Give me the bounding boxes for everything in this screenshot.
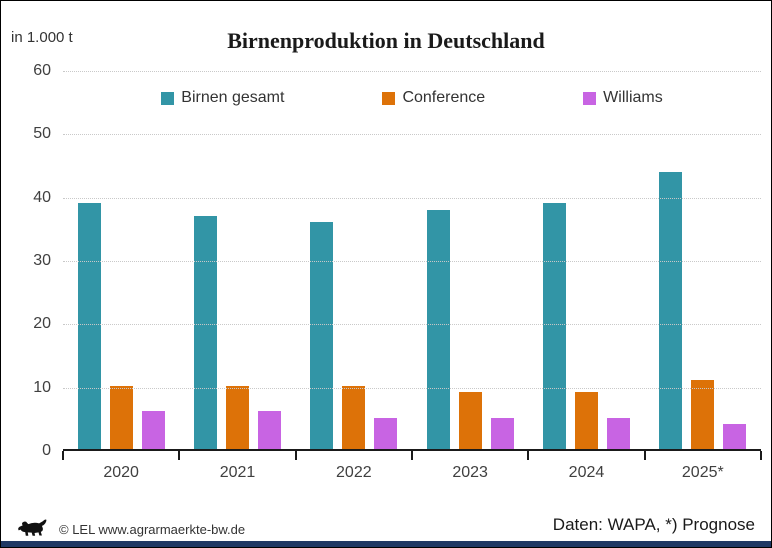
y-tick-label-10: 10 xyxy=(33,378,51,396)
x-tick-label-2024: 2024 xyxy=(568,464,605,481)
legend-label: Williams xyxy=(603,89,663,106)
data-source-text: Daten: WAPA, *) Prognose xyxy=(552,515,755,534)
bar-birnen-gesamt-2022 xyxy=(310,222,334,449)
x-tick-label-2020: 2020 xyxy=(103,464,139,481)
legend: Birnen gesamt Conference Williams xyxy=(63,89,761,107)
gridline-40 xyxy=(63,197,761,199)
bar-conference-2020 xyxy=(109,386,133,449)
legend-item-williams: Williams xyxy=(583,89,663,107)
x-tick-label-2022: 2022 xyxy=(336,464,372,481)
x-axis-tick xyxy=(411,451,413,460)
legend-label: Conference xyxy=(402,89,486,106)
legend-swatch-williams xyxy=(583,91,597,105)
copyright-text: © LEL www.agrarmaerkte-bw.de xyxy=(59,521,246,537)
bar-williams-2020 xyxy=(141,411,165,449)
legend-swatch-birnen-gesamt xyxy=(161,91,175,105)
bar-williams-2025 xyxy=(723,423,747,449)
bar-group-2020 xyxy=(63,71,179,449)
y-tick-label-50: 50 xyxy=(33,125,51,143)
bar-williams-2021 xyxy=(257,411,281,449)
chart-title: Birnenproduktion in Deutschland xyxy=(227,28,545,53)
bar-conference-2021 xyxy=(225,386,249,449)
bar-conference-2022 xyxy=(342,386,366,449)
bar-conference-2023 xyxy=(458,392,482,449)
legend-item-birnen-gesamt: Birnen gesamt xyxy=(161,89,284,107)
x-axis-labels: 2020 2021 2022 2023 2024 2025* xyxy=(63,464,761,482)
x-axis-tick xyxy=(178,451,181,460)
bar-birnen-gesamt-2023 xyxy=(426,209,450,449)
gridline-20 xyxy=(63,324,761,326)
gridline-50 xyxy=(63,134,761,136)
bar-williams-2024 xyxy=(606,417,630,449)
legend-swatch-conference xyxy=(382,91,396,105)
y-tick-label-30: 30 xyxy=(33,252,51,269)
bar-birnen-gesamt-2020 xyxy=(77,203,101,449)
x-axis-tick xyxy=(643,451,646,460)
plot-area xyxy=(63,71,761,451)
gridline-60 xyxy=(63,71,761,72)
bar-birnen-gesamt-2024 xyxy=(542,203,566,449)
gridline-10 xyxy=(63,387,761,389)
bar-williams-2022 xyxy=(374,417,398,449)
bar-group-2022 xyxy=(296,71,412,449)
bar-conference-2025 xyxy=(691,379,715,449)
bar-birnen-gesamt-2025 xyxy=(659,171,683,449)
gridline-30 xyxy=(63,261,761,262)
x-tick-label-2025: 2025* xyxy=(681,464,724,481)
baden-wuerttemberg-lion-icon xyxy=(17,519,51,539)
x-tick-label-2021: 2021 xyxy=(219,464,256,481)
bar-conference-2024 xyxy=(574,392,598,449)
bar-williams-2023 xyxy=(490,417,514,449)
bar-birnen-gesamt-2021 xyxy=(193,215,217,449)
y-tick-label-20: 20 xyxy=(33,315,51,333)
bar-group-2023 xyxy=(412,71,528,449)
y-axis-unit-label: in 1.000 t xyxy=(11,29,73,46)
y-tick-label-0: 0 xyxy=(42,442,51,459)
y-tick-label-40: 40 xyxy=(33,188,51,206)
bar-group-2021 xyxy=(179,71,295,449)
footer-left: © LEL www.agrarmaerkte-bw.de xyxy=(17,519,245,539)
y-tick-label-60: 60 xyxy=(33,62,51,79)
bar-group-2024 xyxy=(528,71,644,449)
bar-group-2025 xyxy=(645,71,761,449)
legend-label: Birnen gesamt xyxy=(181,89,285,106)
x-axis-tick xyxy=(62,451,64,460)
bar-groups xyxy=(63,71,761,449)
legend-item-conference: Conference xyxy=(382,89,485,107)
bottom-brand-bar xyxy=(1,541,771,547)
x-axis-tick xyxy=(760,451,762,460)
x-axis-tick xyxy=(294,451,297,460)
x-axis-tick xyxy=(527,451,530,460)
x-tick-label-2023: 2023 xyxy=(452,464,488,481)
